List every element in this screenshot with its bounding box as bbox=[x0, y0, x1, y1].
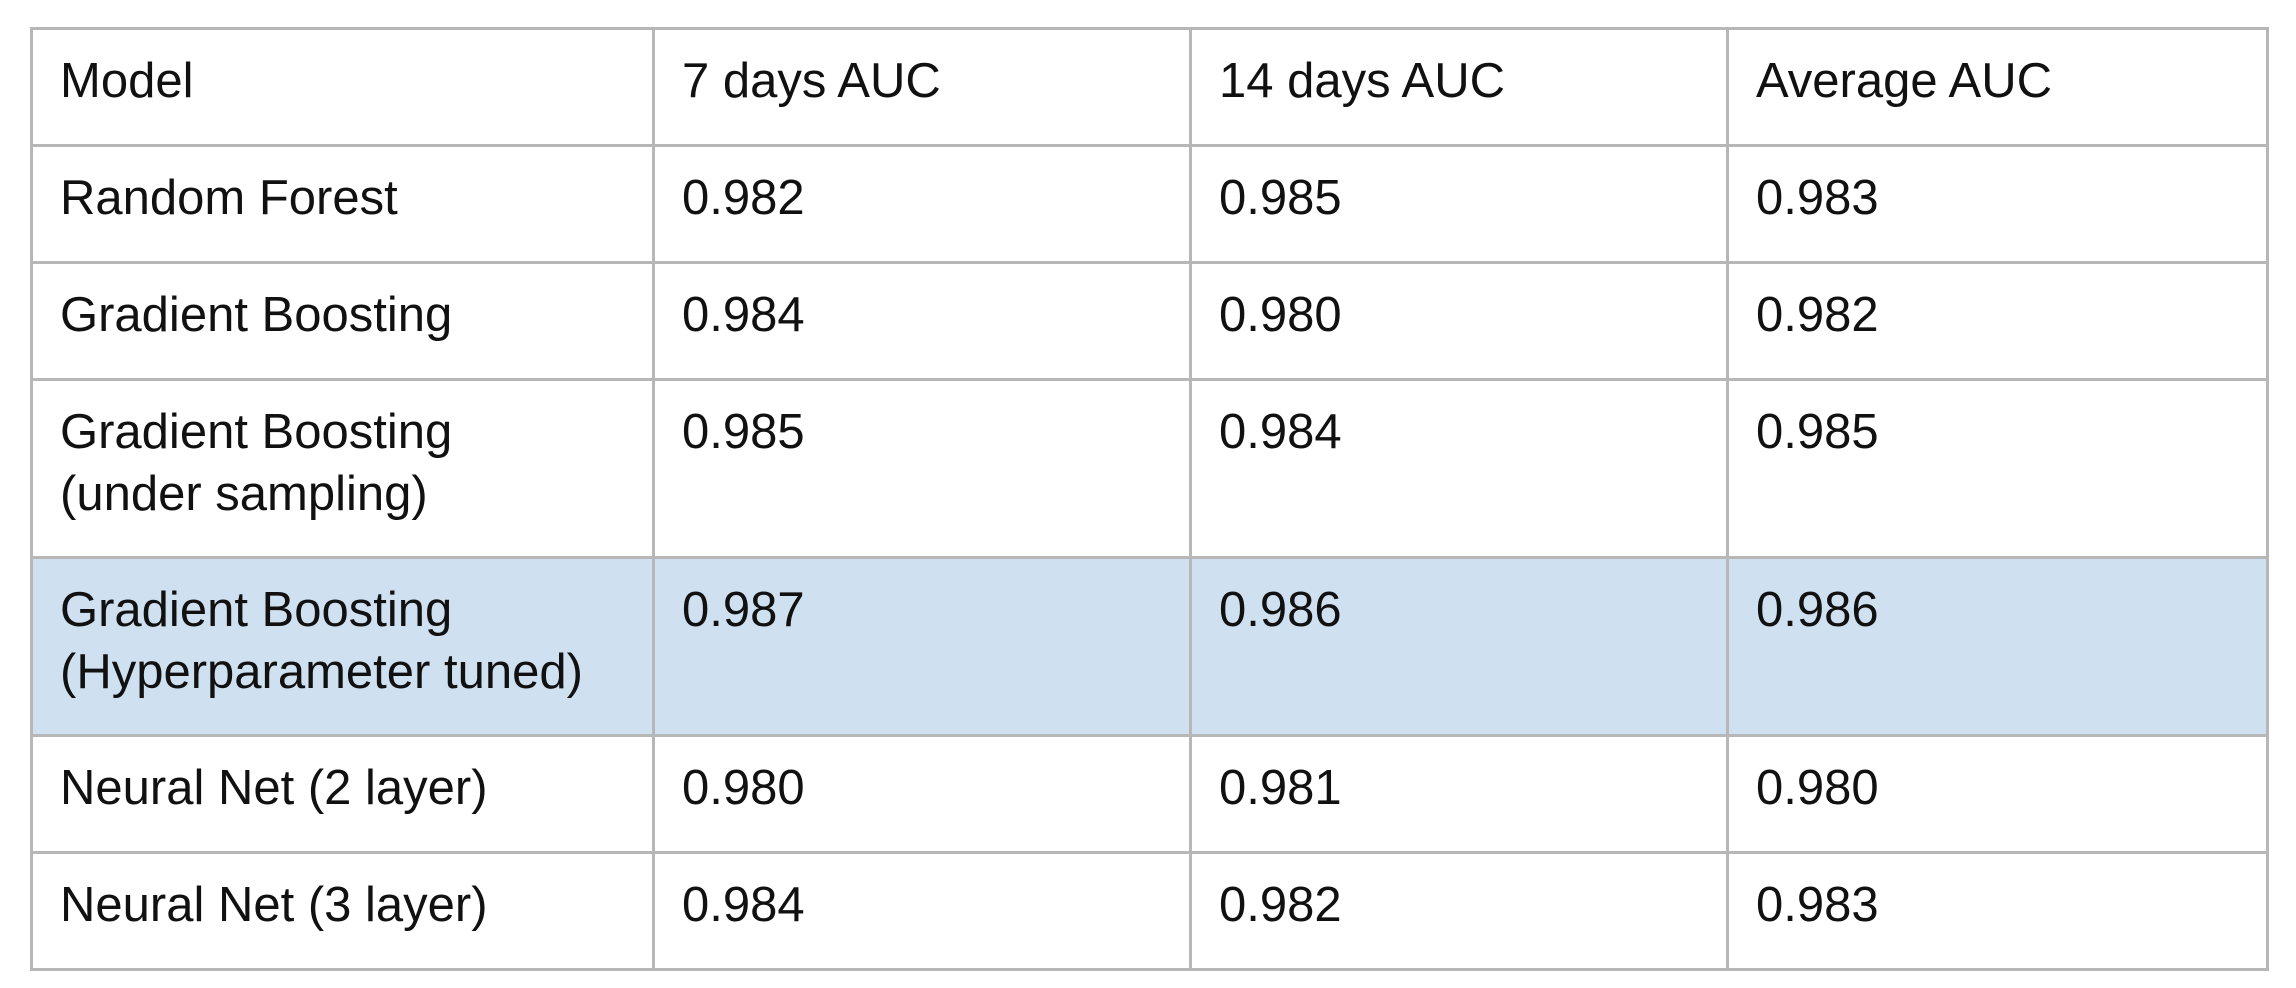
auc-7-cell: 0.984 bbox=[652, 851, 1192, 971]
table-row-highlighted: Gradient Boosting (Hyperparameter tuned)… bbox=[30, 556, 2269, 737]
table-row: Gradient Boosting 0.984 0.980 0.982 bbox=[30, 261, 2269, 381]
model-name-cell: Random Forest bbox=[30, 144, 655, 264]
auc-14-cell: 0.986 bbox=[1189, 556, 1729, 737]
table-row: Random Forest 0.982 0.985 0.983 bbox=[30, 144, 2269, 264]
auc-average-cell: 0.983 bbox=[1726, 144, 2269, 264]
table-row: Neural Net (2 layer) 0.980 0.981 0.980 bbox=[30, 734, 2269, 854]
auc-results-table: Model 7 days AUC 14 days AUC Average AUC… bbox=[30, 27, 2269, 971]
auc-14-cell: 0.980 bbox=[1189, 261, 1729, 381]
table-row: Gradient Boosting (under sampling) 0.985… bbox=[30, 378, 2269, 559]
auc-14-cell: 0.982 bbox=[1189, 851, 1729, 971]
model-name-subline: (under sampling) bbox=[60, 467, 428, 521]
model-name-cell: Gradient Boosting (Hyperparameter tuned) bbox=[30, 556, 655, 737]
auc-7-cell: 0.982 bbox=[652, 144, 1192, 264]
auc-average-cell: 0.980 bbox=[1726, 734, 2269, 854]
model-name-cell: Neural Net (3 layer) bbox=[30, 851, 655, 971]
auc-average-cell: 0.982 bbox=[1726, 261, 2269, 381]
auc-14-cell: 0.981 bbox=[1189, 734, 1729, 854]
table-header-row: Model 7 days AUC 14 days AUC Average AUC bbox=[30, 27, 2269, 147]
auc-14-cell: 0.985 bbox=[1189, 144, 1729, 264]
model-name-line: Gradient Boosting bbox=[60, 405, 453, 459]
auc-7-cell: 0.987 bbox=[652, 556, 1192, 737]
model-name-line: Neural Net (3 layer) bbox=[60, 878, 488, 932]
model-name-line: Random Forest bbox=[60, 171, 398, 225]
model-name-line: Neural Net (2 layer) bbox=[60, 761, 488, 815]
model-name-cell: Gradient Boosting bbox=[30, 261, 655, 381]
model-name-line: Gradient Boosting bbox=[60, 288, 453, 342]
auc-7-cell: 0.984 bbox=[652, 261, 1192, 381]
auc-average-cell: 0.985 bbox=[1726, 378, 2269, 559]
header-14-days-auc: 14 days AUC bbox=[1189, 27, 1729, 147]
model-name-subline: (Hyperparameter tuned) bbox=[60, 645, 583, 699]
model-name-cell: Neural Net (2 layer) bbox=[30, 734, 655, 854]
model-name-line: Gradient Boosting bbox=[60, 583, 453, 637]
header-average-auc: Average AUC bbox=[1726, 27, 2269, 147]
model-name-cell: Gradient Boosting (under sampling) bbox=[30, 378, 655, 559]
header-model: Model bbox=[30, 27, 655, 147]
auc-7-cell: 0.980 bbox=[652, 734, 1192, 854]
auc-14-cell: 0.984 bbox=[1189, 378, 1729, 559]
auc-7-cell: 0.985 bbox=[652, 378, 1192, 559]
table-row: Neural Net (3 layer) 0.984 0.982 0.983 bbox=[30, 851, 2269, 971]
auc-average-cell: 0.983 bbox=[1726, 851, 2269, 971]
header-7-days-auc: 7 days AUC bbox=[652, 27, 1192, 147]
auc-average-cell: 0.986 bbox=[1726, 556, 2269, 737]
